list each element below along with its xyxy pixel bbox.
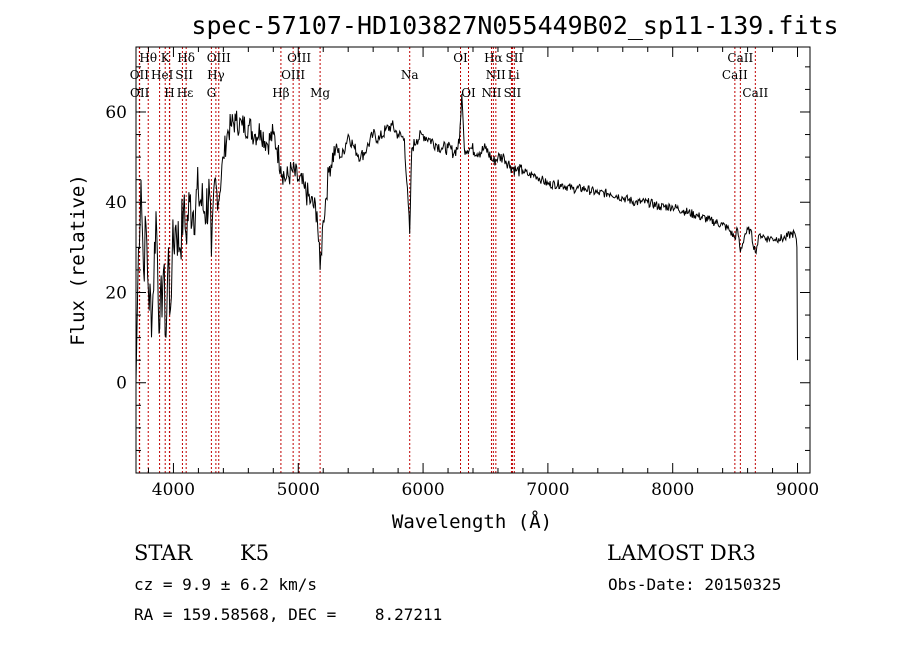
x-axis-label: Wavelength (Å) bbox=[392, 510, 552, 533]
line-marker-label: CaII bbox=[727, 51, 753, 65]
y-tick-label: 0 bbox=[116, 374, 127, 394]
line-marker-label: OI bbox=[453, 51, 468, 65]
line-marker-label: OII bbox=[130, 86, 150, 100]
x-tick-label: 9000 bbox=[776, 480, 819, 500]
y-tick-label: 20 bbox=[105, 283, 127, 303]
line-marker-label: Hδ bbox=[177, 51, 195, 65]
line-marker-label: HeI bbox=[151, 68, 174, 82]
line-marker-label: Hγ bbox=[207, 68, 225, 82]
line-marker-label: Mg bbox=[310, 86, 330, 100]
chart-title: spec-57107-HD103827N055449B02_sp11-139.f… bbox=[191, 11, 838, 40]
object-subclass: K5 bbox=[240, 541, 269, 565]
line-marker-label: OIII bbox=[281, 68, 305, 82]
redshift-text: cz = 9.9 ± 6.2 km/s bbox=[134, 575, 317, 594]
line-marker-label: Hβ bbox=[272, 86, 289, 100]
line-marker-label: Li bbox=[508, 68, 520, 82]
spectrum-line bbox=[135, 93, 799, 383]
x-tick-label: 7000 bbox=[526, 480, 569, 500]
line-marker-label: SII bbox=[506, 51, 524, 65]
x-tick-label: 6000 bbox=[401, 480, 444, 500]
line-marker-label: CaII bbox=[742, 86, 768, 100]
line-marker-label: SII bbox=[504, 86, 522, 100]
line-marker-label: H bbox=[164, 86, 174, 100]
spectrum-series bbox=[135, 93, 799, 383]
line-marker-label: SII bbox=[175, 68, 193, 82]
x-tick-label: 8000 bbox=[651, 480, 694, 500]
line-marker-label: Hθ bbox=[139, 51, 157, 65]
line-marker-label: Hα bbox=[484, 51, 503, 65]
y-tick-label: 40 bbox=[105, 193, 127, 213]
x-tick-label: 4000 bbox=[152, 480, 195, 500]
coordinates: RA = 159.58568, DEC = 8.27211 bbox=[134, 605, 442, 624]
y-axis-label: Flux (relative) bbox=[67, 174, 89, 346]
object-class: STAR bbox=[134, 541, 193, 565]
line-marker-label: OIII bbox=[287, 51, 311, 65]
line-marker-label: OIII bbox=[207, 51, 231, 65]
line-marker-label: K bbox=[161, 51, 171, 65]
y-tick-label: 60 bbox=[105, 103, 127, 123]
line-marker-label: Na bbox=[401, 68, 419, 82]
line-marker-label: G bbox=[207, 86, 217, 100]
line-marker-label: NII bbox=[482, 86, 502, 100]
line-marker-label: NII bbox=[486, 68, 506, 82]
line-marker-label: Hε bbox=[177, 86, 194, 100]
line-marker-label: CaII bbox=[722, 68, 748, 82]
survey-name: LAMOST DR3 bbox=[607, 541, 756, 565]
line-marker-label: OI bbox=[461, 86, 476, 100]
obs-date: Obs-Date: 20150325 bbox=[608, 575, 781, 594]
axes: 4000 5000 6000 7000 8000 9000 0 20 40 60 bbox=[105, 47, 819, 500]
x-tick-label: 5000 bbox=[277, 480, 320, 500]
